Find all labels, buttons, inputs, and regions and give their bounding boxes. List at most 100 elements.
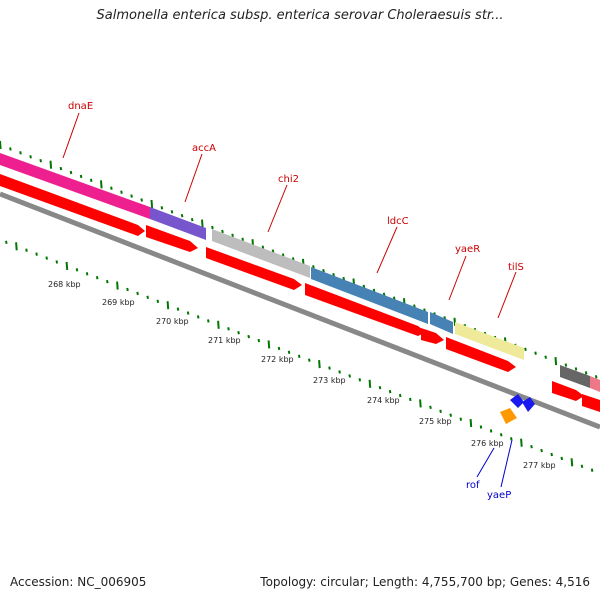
length-label: Length: bbox=[372, 575, 419, 589]
scale-tick bbox=[318, 360, 321, 369]
scale-tick bbox=[166, 301, 170, 310]
scale-tick bbox=[308, 358, 311, 362]
cds-arrow-6[interactable] bbox=[446, 337, 516, 372]
outer-tick bbox=[544, 355, 547, 359]
scale-tick bbox=[499, 433, 503, 437]
outer-tick bbox=[9, 147, 12, 151]
scale-tick bbox=[570, 458, 574, 467]
scale-tick bbox=[55, 260, 59, 264]
gene-label-rof[interactable]: rof bbox=[466, 480, 480, 491]
cds-arrow-1[interactable] bbox=[0, 174, 145, 236]
outer-tick bbox=[89, 178, 93, 183]
scale-tick bbox=[388, 389, 392, 394]
scale-tick bbox=[328, 366, 331, 370]
scale-tick bbox=[530, 444, 533, 449]
scale-tick bbox=[217, 320, 220, 329]
cds-arrow-3[interactable] bbox=[206, 247, 302, 290]
outer-tick bbox=[180, 214, 184, 218]
feature-accA[interactable] bbox=[150, 207, 206, 240]
scale-tick bbox=[196, 315, 200, 319]
scale-tick bbox=[287, 350, 291, 355]
outer-tick bbox=[332, 272, 335, 277]
feature-yaeR[interactable] bbox=[430, 312, 453, 334]
outer-tick bbox=[120, 190, 123, 194]
outer-tick bbox=[59, 166, 63, 171]
scale-tick bbox=[146, 295, 149, 300]
gene-label-chi2[interactable]: chi2 bbox=[278, 174, 299, 185]
scale-tick bbox=[156, 299, 160, 303]
scale-tick bbox=[15, 242, 18, 251]
cds-arrow-5[interactable] bbox=[421, 328, 444, 344]
gene-label-accA[interactable]: accA bbox=[192, 143, 216, 154]
scale-tick bbox=[85, 272, 89, 276]
scale-tick bbox=[510, 437, 513, 441]
feature-tilS[interactable] bbox=[455, 322, 524, 360]
scale-tick bbox=[580, 464, 584, 468]
scale-tick bbox=[247, 334, 250, 339]
feature-rof[interactable] bbox=[510, 394, 535, 412]
outer-tick bbox=[100, 180, 103, 189]
feature-pink-right[interactable] bbox=[590, 376, 600, 392]
gene-label-dnaE[interactable]: dnaE bbox=[68, 101, 93, 112]
scale-tick-label: 276 kbp bbox=[471, 439, 504, 448]
scale-tick bbox=[126, 287, 129, 292]
scale-labels: 268 kbp 269 kbp 270 kbp 271 kbp 272 kbp 273 k… bbox=[48, 280, 556, 470]
scale-tick bbox=[489, 429, 493, 433]
outer-tick bbox=[231, 233, 234, 238]
outer-tick bbox=[39, 159, 42, 163]
scale-tick bbox=[459, 417, 463, 421]
scale-tick bbox=[368, 379, 372, 388]
cds-arrow-8[interactable] bbox=[582, 394, 600, 412]
feature-ldcC[interactable] bbox=[311, 267, 428, 324]
outer-tick bbox=[160, 206, 164, 210]
outer-tick bbox=[312, 265, 315, 269]
scale-tick bbox=[348, 374, 351, 378]
feature-yaeP[interactable] bbox=[500, 408, 517, 424]
scale-tick bbox=[106, 279, 109, 284]
scale-tick-label: 275 kbp bbox=[419, 417, 452, 426]
scale-tick bbox=[419, 399, 422, 408]
cds-arrow-4[interactable] bbox=[305, 283, 426, 336]
outer-tick bbox=[221, 229, 224, 234]
outer-tick bbox=[140, 198, 143, 202]
cds-arrow-2[interactable] bbox=[146, 225, 198, 252]
scale-tick-track bbox=[5, 240, 594, 472]
outer-tick bbox=[594, 375, 598, 379]
scale-tick bbox=[479, 425, 483, 429]
outer-tick bbox=[19, 151, 22, 155]
scale-tick bbox=[338, 370, 341, 374]
scale-tick-label: 270 kbp bbox=[156, 317, 189, 326]
feature-chi2[interactable] bbox=[212, 229, 310, 278]
outer-tick bbox=[29, 155, 32, 159]
scale-tick bbox=[520, 438, 523, 447]
gene-label-yaeP[interactable]: yaeP bbox=[487, 490, 511, 501]
outer-tick bbox=[584, 371, 588, 375]
scale-tick bbox=[45, 256, 48, 260]
outer-tick bbox=[110, 186, 113, 190]
scale-tick-label: 277 kbp bbox=[523, 461, 556, 470]
outer-tick bbox=[271, 249, 275, 253]
scale-tick bbox=[378, 386, 382, 390]
feature-grey-right[interactable] bbox=[560, 365, 590, 388]
gene-label-yaeR[interactable]: yaeR bbox=[455, 244, 480, 255]
cds-arrow-7[interactable] bbox=[552, 381, 584, 401]
scale-tick-label: 269 kbp bbox=[102, 298, 135, 307]
outer-tick bbox=[150, 199, 154, 209]
scale-tick bbox=[277, 346, 281, 351]
outer-tick bbox=[201, 219, 204, 228]
gene-label-ldcC[interactable]: ldcC bbox=[387, 216, 409, 227]
scale-tick bbox=[449, 413, 452, 417]
accession-label: Accession: bbox=[10, 575, 74, 589]
scale-tick bbox=[176, 307, 180, 311]
gene-label-tilS[interactable]: tilS bbox=[508, 262, 524, 273]
outer-tick bbox=[69, 170, 73, 175]
scale-tick bbox=[560, 456, 564, 461]
scale-tick bbox=[136, 291, 139, 296]
feature-dnaE[interactable] bbox=[0, 153, 150, 219]
genes-value: 4,516 bbox=[555, 575, 590, 589]
genes-label: Genes: bbox=[509, 575, 552, 589]
outer-tick bbox=[574, 367, 578, 371]
length-value: 4,755,700 bp bbox=[421, 575, 502, 589]
accession-info: Accession: NC_006905 bbox=[10, 575, 146, 589]
scale-tick bbox=[237, 331, 240, 335]
